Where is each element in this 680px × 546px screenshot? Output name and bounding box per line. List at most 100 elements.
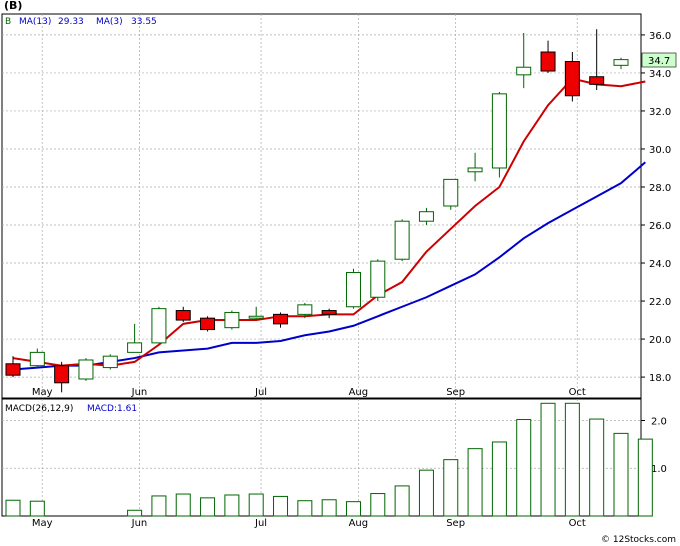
macd-bar — [5, 499, 21, 517]
candle — [151, 306, 167, 344]
candle-body — [78, 359, 94, 380]
candle — [29, 348, 45, 368]
macd-value-label: MACD:1.61 — [87, 404, 137, 414]
legend-ma13-label: MA(13) — [19, 17, 51, 27]
legend-tag: B — [5, 17, 11, 27]
price-x-tick-label: Jun — [131, 387, 148, 398]
candle-body — [321, 310, 337, 315]
candle-body — [5, 363, 21, 376]
legend-ma3-label: MA(3) — [96, 17, 123, 27]
candle — [516, 33, 532, 89]
candle — [297, 302, 313, 319]
candle-body — [370, 260, 386, 298]
price-grid — [2, 14, 641, 398]
macd-bar — [564, 402, 580, 517]
price-x-tick-label: Sep — [446, 387, 465, 398]
candle-body — [443, 178, 459, 207]
macd-bar — [418, 469, 434, 517]
macd-x-tick-label: Jul — [254, 518, 267, 529]
price-x-tick-label: May — [32, 387, 53, 398]
last-price-label: 34.7 — [648, 56, 670, 67]
ma13-line — [12, 161, 646, 371]
price-x-axis: May Jun Jul Aug Sep Oct — [32, 387, 586, 398]
price-panel — [1, 13, 642, 399]
macd-bar — [248, 493, 264, 517]
macd-x-tick-label: Sep — [446, 518, 465, 529]
candle — [200, 316, 216, 332]
legend-ma13-value: 29.33 — [58, 17, 84, 27]
candle — [345, 268, 361, 309]
candle — [467, 152, 483, 182]
candle — [613, 57, 629, 70]
macd-bar — [589, 418, 605, 517]
candle — [273, 312, 289, 328]
price-y-axis: 18.0 20.0 22.0 24.0 26.0 28.0 30.0 32.0 34.0 36.0 — [641, 31, 671, 384]
candle — [394, 219, 410, 262]
candle-body — [564, 61, 580, 97]
macd-tick-label: 1.0 — [651, 464, 667, 475]
macd-bar — [467, 448, 483, 517]
macd-x-tick-label: Aug — [349, 518, 369, 529]
candle-body — [29, 351, 45, 367]
candle — [321, 308, 337, 319]
price-x-tick-label: Aug — [349, 387, 369, 398]
macd-bar — [443, 459, 459, 517]
candle-body — [589, 76, 605, 85]
legend-ma3-value: 33.55 — [131, 17, 157, 27]
candle-body — [297, 304, 313, 315]
macd-x-tick-label: May — [32, 518, 53, 529]
macd-bar — [175, 493, 191, 517]
macd-bar — [224, 494, 240, 517]
macd-bar — [151, 495, 167, 517]
candle-body — [151, 308, 167, 344]
price-tick-label: 18.0 — [649, 373, 671, 384]
macd-tick-label: 2.0 — [651, 416, 667, 427]
candle — [5, 356, 21, 378]
candle-body — [467, 167, 483, 173]
macd-bar — [297, 500, 313, 517]
candle-body — [491, 93, 507, 169]
macd-bar — [370, 493, 386, 517]
candle — [175, 306, 191, 322]
candlesticks — [5, 29, 629, 393]
price-x-tick-label: Jul — [254, 387, 267, 398]
candle — [54, 361, 70, 393]
price-tick-label: 24.0 — [649, 259, 671, 270]
candle — [224, 310, 240, 330]
candle-body — [54, 365, 70, 384]
candle-body — [540, 51, 556, 72]
candle-body — [248, 315, 264, 319]
candle — [127, 323, 143, 353]
macd-bar — [637, 438, 653, 517]
price-tick-label: 22.0 — [649, 297, 671, 308]
macd-x-tick-label: Jun — [131, 518, 148, 529]
ticker-label: (B) — [4, 0, 22, 12]
price-tick-label: 30.0 — [649, 145, 671, 156]
macd-bar — [540, 402, 556, 517]
candle-body — [224, 311, 240, 329]
last-price-box — [641, 52, 677, 68]
macd-bar — [200, 497, 216, 517]
candle — [102, 354, 118, 370]
macd-panel — [1, 398, 642, 517]
macd-bar — [273, 495, 289, 517]
candle-body — [418, 211, 434, 222]
price-tick-label: 28.0 — [649, 183, 671, 194]
candle-body — [200, 317, 216, 331]
candle-body — [516, 66, 532, 76]
candle — [589, 29, 605, 91]
macd-bar — [127, 509, 143, 517]
price-x-tick-label: Oct — [569, 387, 586, 398]
candle-body — [613, 59, 629, 66]
price-tick-label: 36.0 — [649, 31, 671, 42]
price-tick-label: 26.0 — [649, 221, 671, 232]
price-tick-label: 20.0 — [649, 335, 671, 346]
candle — [564, 52, 580, 102]
macd-x-axis: May Jun Jul Aug Sep Oct — [32, 518, 586, 529]
candle-body — [345, 272, 361, 308]
candle — [443, 178, 459, 210]
macd-x-tick-label: Oct — [569, 518, 586, 529]
macd-bar — [321, 499, 337, 517]
candle-body — [175, 310, 191, 321]
